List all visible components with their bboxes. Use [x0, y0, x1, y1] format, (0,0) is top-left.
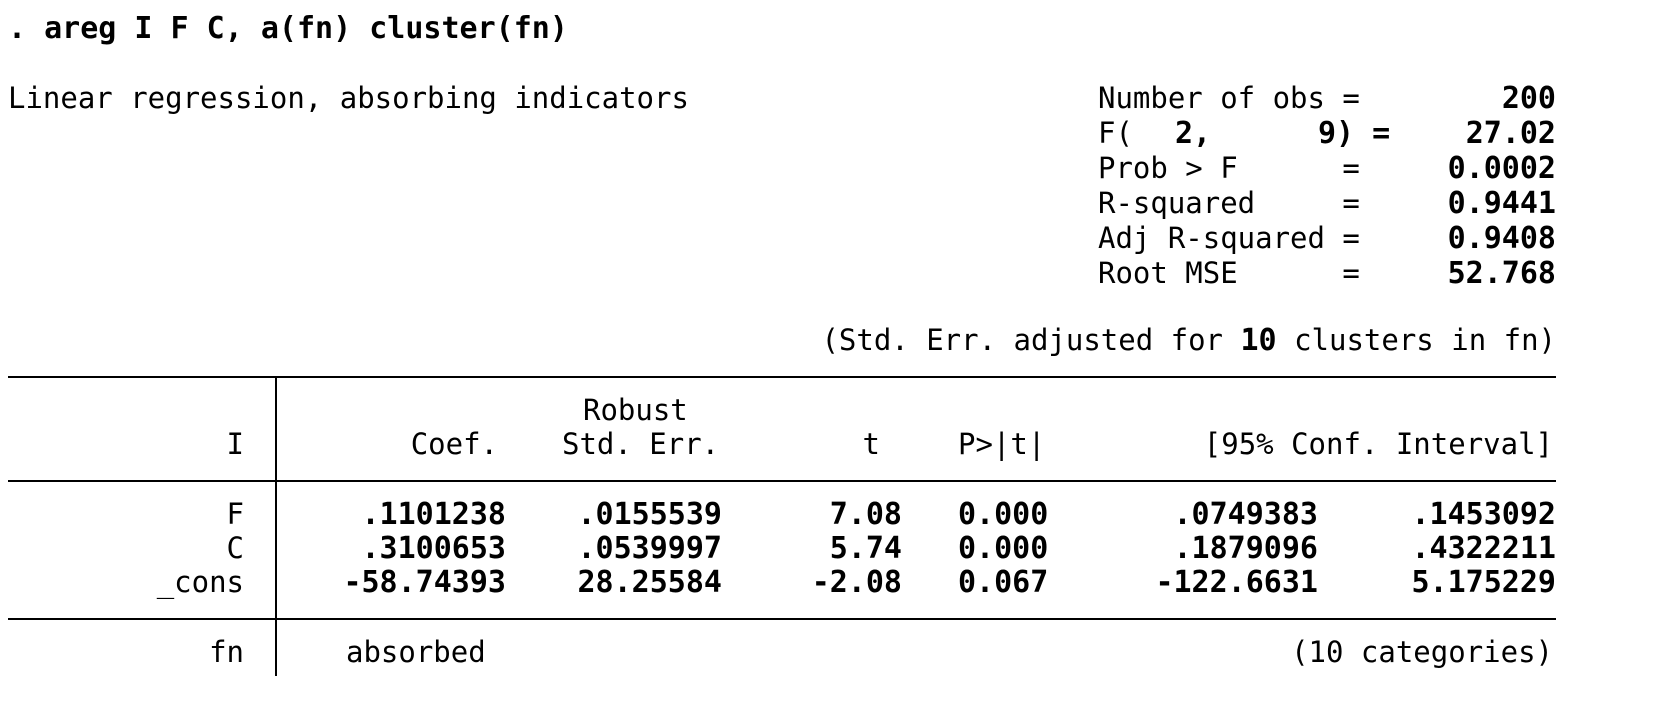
- table-body-rule: [8, 618, 1556, 620]
- row-t: 5.74: [829, 531, 902, 566]
- row-ci-high: .4322211: [1411, 531, 1557, 566]
- stat-label-r2: R-squared =: [1098, 186, 1360, 220]
- header-ci: [95% Conf. Interval]: [1203, 427, 1553, 461]
- row-t: 7.08: [829, 497, 902, 532]
- row-se: 28.25584: [577, 565, 723, 600]
- header-coef: Coef.: [410, 427, 498, 461]
- stat-label-f-df1: 2,: [1175, 116, 1212, 151]
- row-coef: -58.74393: [343, 565, 506, 600]
- stat-label-nobs: Number of obs =: [1098, 81, 1360, 115]
- row-p: 0.067: [958, 565, 1049, 600]
- header-t: t: [862, 427, 880, 461]
- row-ci-high: 5.175229: [1411, 565, 1557, 600]
- model-title: Linear regression, absorbing indicators: [8, 81, 689, 115]
- header-se: Std. Err.: [562, 427, 720, 461]
- header-robust: Robust: [583, 393, 688, 427]
- table-header-rule: [8, 480, 1556, 482]
- cluster-note-count: 10: [1240, 323, 1277, 358]
- stat-value-rmse: 52.768: [1447, 256, 1556, 291]
- row-ci-low: .1879096: [1173, 531, 1319, 566]
- table-top-rule: [8, 376, 1556, 378]
- row-var-name: C: [226, 531, 244, 565]
- stat-value-adjr2: 0.9408: [1447, 221, 1556, 256]
- stat-label-adjr2: Adj R-squared =: [1098, 221, 1360, 255]
- row-se: .0155539: [577, 497, 723, 532]
- row-se: .0539997: [577, 531, 723, 566]
- stat-value-nobs: 200: [1501, 81, 1556, 116]
- absorbed-var-name: fn: [209, 635, 244, 669]
- row-coef: .3100653: [361, 531, 507, 566]
- stat-label-f-prefix: F(: [1098, 116, 1133, 150]
- row-ci-high: .1453092: [1411, 497, 1557, 532]
- command-line: . areg I F C, a(fn) cluster(fn): [8, 11, 568, 46]
- depvar-label: I: [226, 427, 244, 461]
- stat-label-f-df2: 9) =: [1318, 116, 1391, 151]
- row-var-name: F: [226, 497, 244, 531]
- row-t: -2.08: [811, 565, 902, 600]
- stat-label-rmse: Root MSE =: [1098, 256, 1360, 290]
- cluster-note-prefix: (Std. Err. adjusted for: [821, 323, 1224, 357]
- row-ci-low: -122.6631: [1155, 565, 1318, 600]
- row-p: 0.000: [958, 531, 1049, 566]
- row-ci-low: .0749383: [1173, 497, 1319, 532]
- absorbed-categories: (10 categories): [1291, 635, 1553, 669]
- stat-label-probf: Prob > F =: [1098, 151, 1360, 185]
- absorbed-label: absorbed: [346, 635, 486, 669]
- cluster-note-suffix: clusters in fn): [1294, 323, 1556, 357]
- table-vertical-rule: [275, 376, 277, 676]
- row-var-name: _cons: [156, 565, 244, 599]
- row-coef: .1101238: [361, 497, 507, 532]
- stat-value-r2: 0.9441: [1447, 186, 1556, 221]
- row-p: 0.000: [958, 497, 1049, 532]
- header-p: P>|t|: [958, 427, 1046, 461]
- stat-value-probf: 0.0002: [1447, 151, 1556, 186]
- stat-value-f: 27.02: [1465, 116, 1556, 151]
- cluster-note: (Std. Err. adjusted for 10 clusters in f…: [600, 326, 1556, 356]
